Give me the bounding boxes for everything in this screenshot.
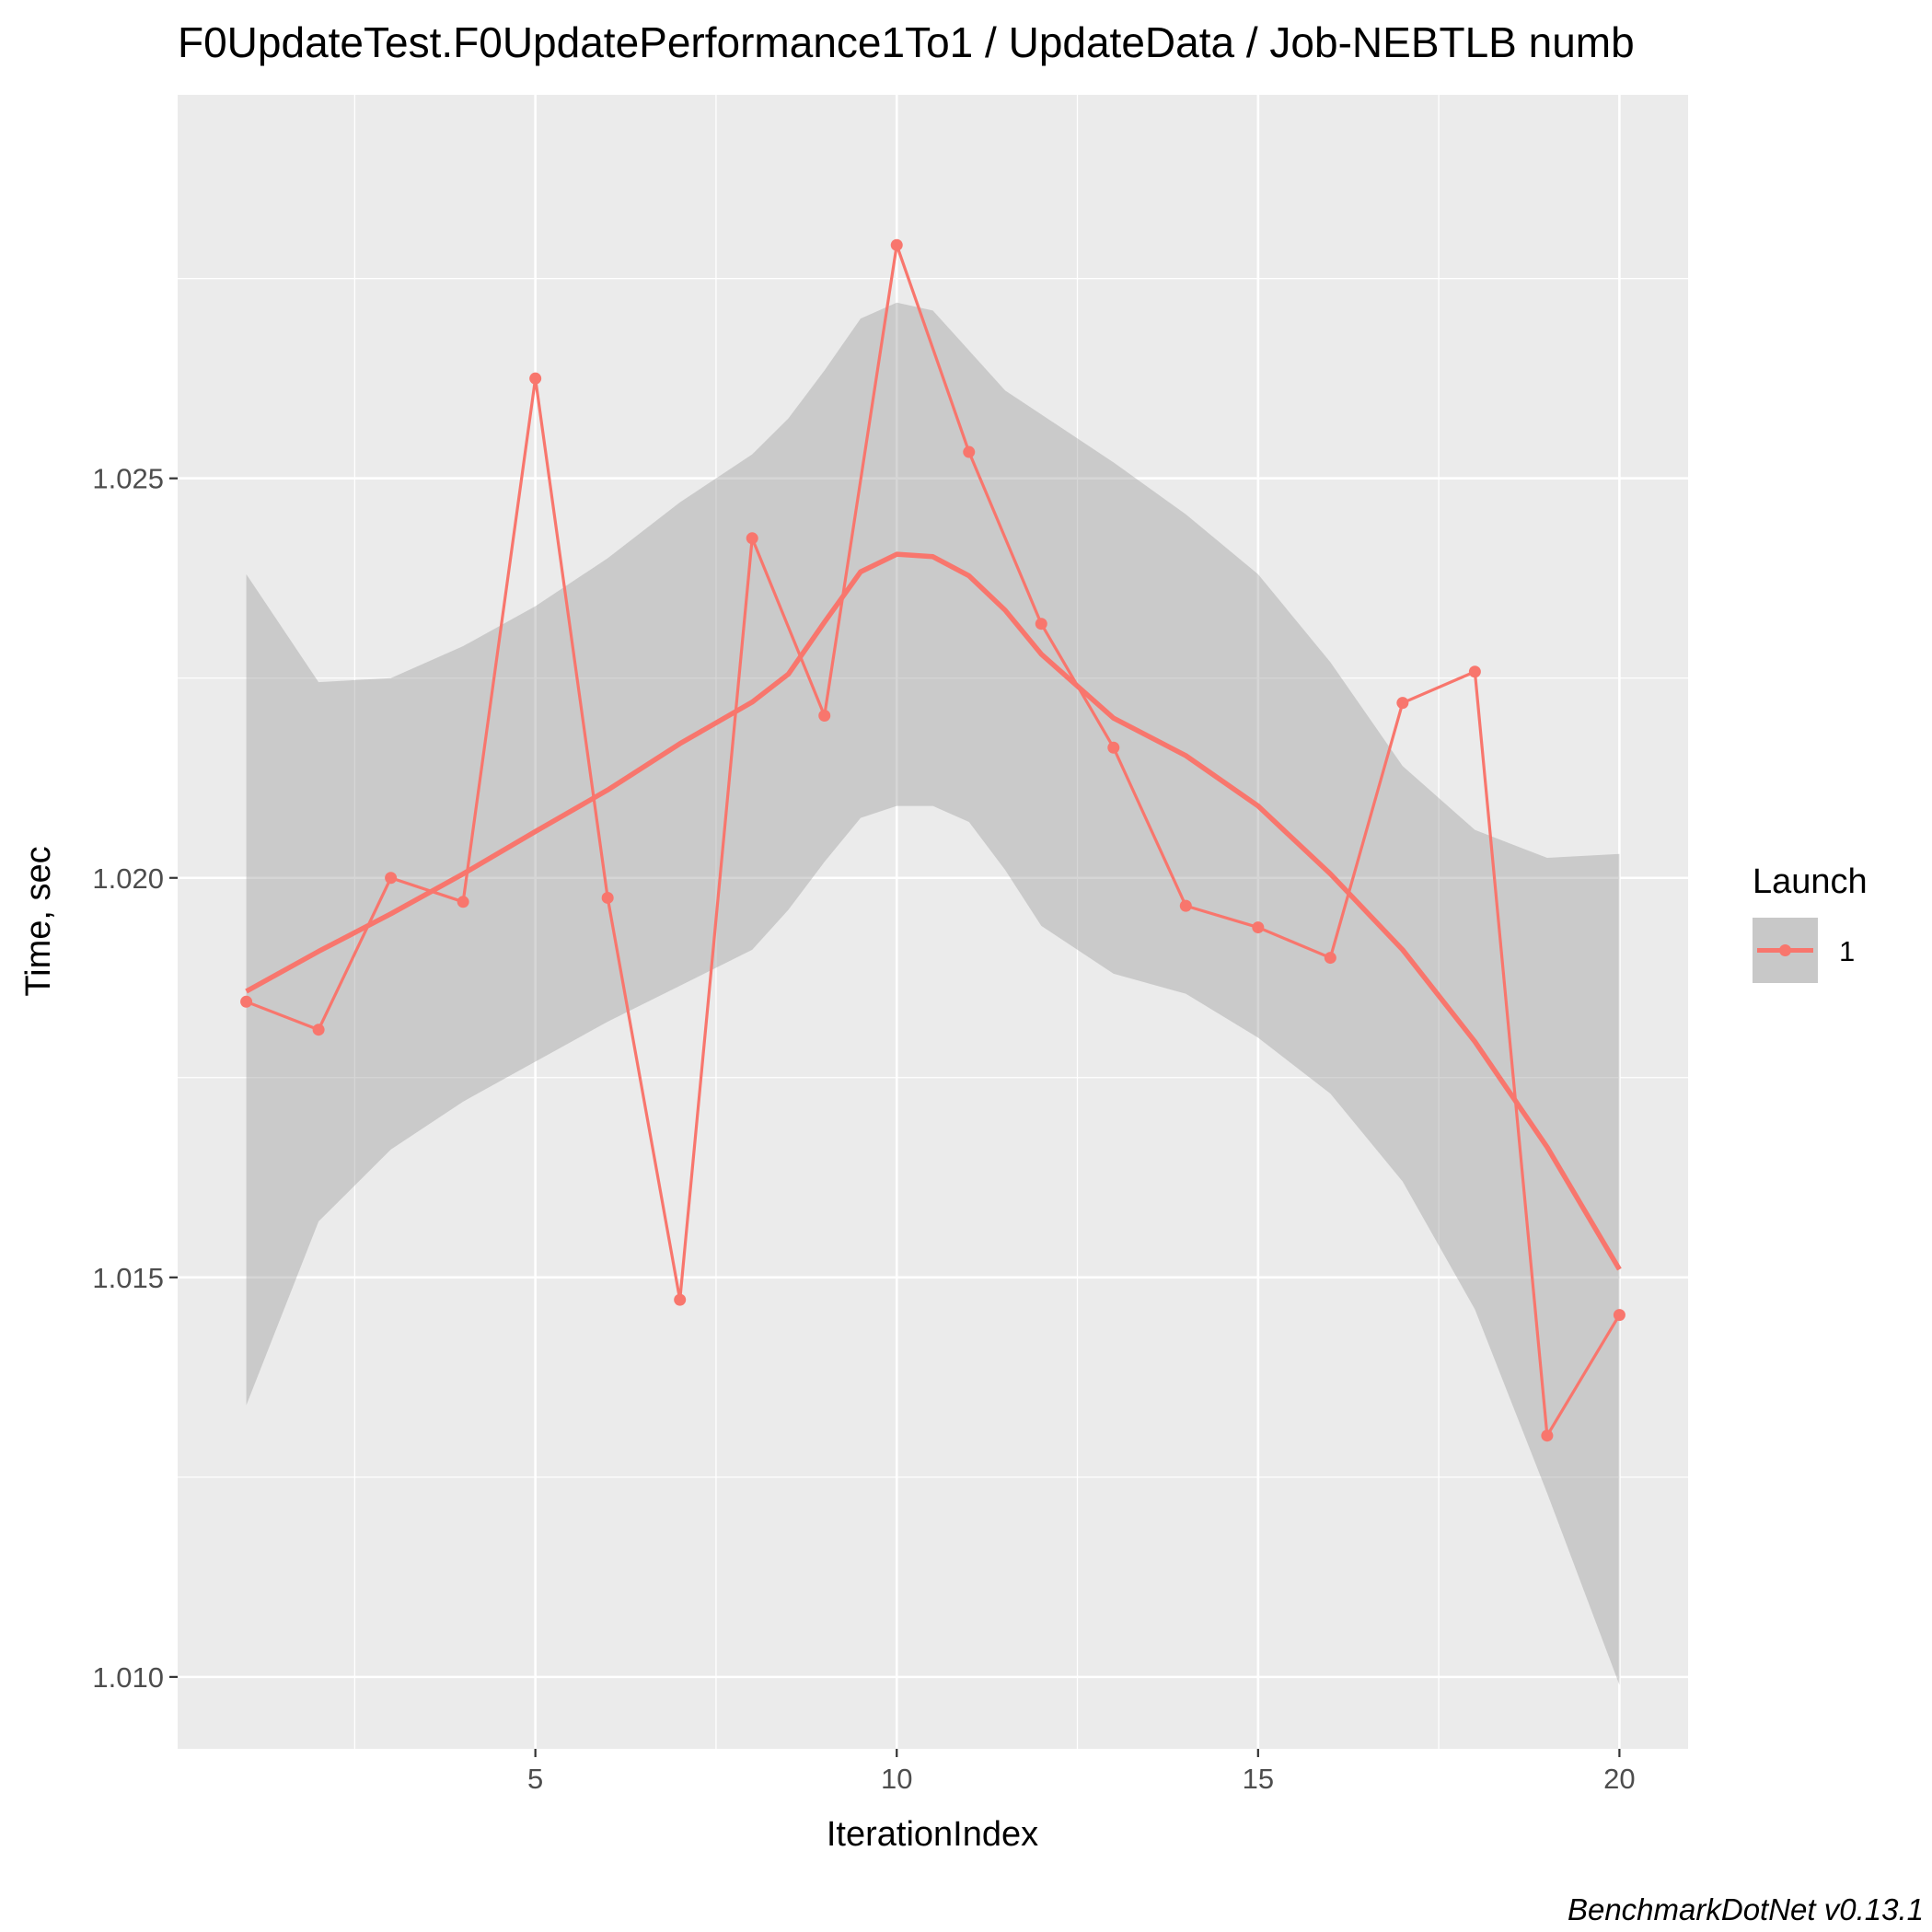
x-axis-label: IterationIndex	[827, 1815, 1038, 1854]
series-line	[246, 243, 1621, 1438]
data-point	[312, 1024, 325, 1036]
smooth-line	[245, 551, 1622, 1271]
data-point	[818, 710, 831, 723]
x-tick-label: 15	[1243, 1763, 1274, 1795]
y-tick-label: 1.020	[92, 862, 164, 895]
x-tick-label: 5	[527, 1763, 543, 1795]
data-point	[1107, 741, 1120, 754]
caption: BenchmarkDotNet v0.13.1	[1568, 1892, 1924, 1926]
y-tick-label: 1.025	[92, 463, 164, 495]
plot-panel	[178, 95, 1688, 1749]
data-point	[1324, 952, 1336, 965]
data-point	[890, 238, 903, 251]
legend-key-point	[1779, 944, 1791, 956]
data-point	[746, 532, 758, 545]
data-point	[457, 896, 469, 908]
data-series	[240, 238, 1625, 1442]
y-tick-label: 1.010	[92, 1661, 164, 1694]
data-point	[240, 995, 253, 1008]
confidence-band-area	[246, 302, 1620, 1685]
data-point	[385, 872, 398, 885]
data-point	[1613, 1309, 1625, 1322]
y-tick-label: 1.015	[92, 1262, 164, 1294]
x-tick-label: 20	[1603, 1763, 1635, 1795]
data-point	[1396, 697, 1409, 710]
legend: Launch 1	[1753, 862, 1868, 983]
confidence-band	[246, 302, 1620, 1685]
data-point	[674, 1293, 687, 1306]
smooth-fit-line	[245, 551, 1622, 1271]
chart-title: F0UpdateTest.F0UpdatePerformance1To1 / U…	[178, 18, 1635, 66]
legend-title: Launch	[1753, 862, 1868, 901]
data-point	[529, 372, 542, 385]
data-point	[1468, 665, 1481, 678]
axes: 5 10 15 20 1.010 1.015 1.020 1.025	[92, 463, 1635, 1795]
data-point	[1541, 1429, 1554, 1442]
y-axis-label: Time, sec	[19, 846, 58, 996]
x-tick-label: 10	[881, 1763, 912, 1795]
data-point	[963, 445, 976, 458]
legend-entry-label: 1	[1839, 935, 1855, 967]
data-point	[1179, 899, 1192, 912]
data-point	[1252, 921, 1265, 934]
data-point	[601, 891, 614, 904]
data-point	[1035, 618, 1047, 631]
